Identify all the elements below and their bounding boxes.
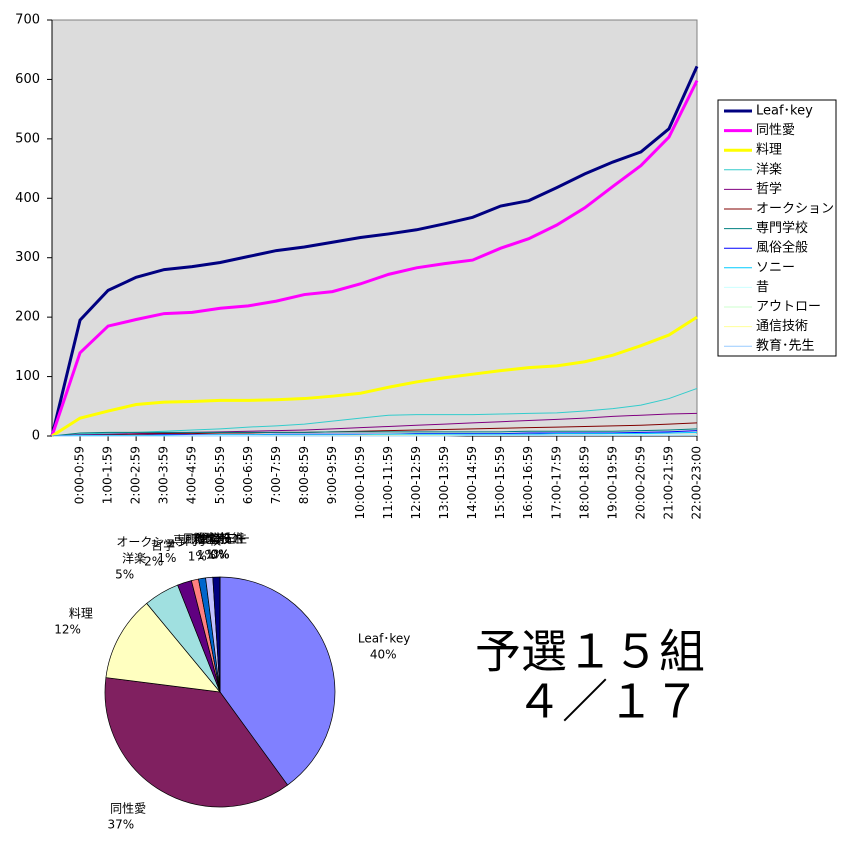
pie-label-value: 12% xyxy=(54,623,81,637)
pie-label-name: Leaf･key xyxy=(358,632,410,646)
x-tick-label: 20:00-20:59 xyxy=(633,446,647,520)
y-tick-label: 0 xyxy=(32,429,40,444)
x-tick-label: 3:00-3:59 xyxy=(157,446,171,504)
x-tick-label: 16:00-16:59 xyxy=(521,446,535,520)
pie-label-name: 料理 xyxy=(69,607,93,621)
x-tick-label: 6:00-6:59 xyxy=(241,446,255,504)
pie-label-name: オークション xyxy=(116,535,188,549)
x-tick-label: 0:00-0:59 xyxy=(73,446,87,504)
pie-slice xyxy=(219,576,336,786)
legend-label: ソニー xyxy=(756,260,795,275)
pie-label-name: 昔 xyxy=(214,532,226,546)
heading-line: 予選１５組 xyxy=(475,625,705,679)
x-tick-label: 15:00-15:59 xyxy=(493,446,507,520)
x-tick-label: 18:00-18:59 xyxy=(577,446,591,520)
legend-label: 同性愛 xyxy=(756,123,795,138)
x-tick-label: 11:00-11:59 xyxy=(381,446,395,520)
pie-label-value: 1% xyxy=(206,548,225,562)
y-tick-label: 400 xyxy=(15,191,40,206)
legend-label: 通信技術 xyxy=(756,319,808,334)
x-tick-label: 9:00-9:59 xyxy=(325,446,339,504)
x-tick-label: 13:00-13:59 xyxy=(437,446,451,520)
series-line xyxy=(51,387,698,437)
series-line xyxy=(51,428,698,437)
series-line xyxy=(50,79,699,437)
pie-label-name: 洋楽 xyxy=(122,551,146,566)
legend-label: 風俗全般 xyxy=(756,240,808,256)
x-tick-label: 4:00-4:59 xyxy=(185,446,199,504)
legend-label: 昔 xyxy=(756,280,769,295)
y-tick-label: 200 xyxy=(15,310,40,325)
x-tick-label: 10:00-10:59 xyxy=(353,446,367,520)
x-tick-label: 17:00-17:59 xyxy=(549,446,563,520)
pie-label-value: 0% xyxy=(210,548,229,562)
pie-label-value: 5% xyxy=(115,568,134,582)
legend-label: 洋楽 xyxy=(756,161,782,177)
series-line xyxy=(51,431,698,437)
legend-label: アウトロー xyxy=(756,300,821,315)
legend-label: Leaf･key xyxy=(756,104,813,119)
pie-label-value: 37% xyxy=(108,817,135,831)
plot-area xyxy=(51,19,698,437)
legend-label: 専門学校 xyxy=(756,220,808,236)
pie-label-name: 風俗全般 xyxy=(182,531,230,546)
pie-label-value: 1% xyxy=(157,551,176,565)
pie-label-name: 教育･先生 xyxy=(193,531,247,546)
x-tick-label: 7:00-7:59 xyxy=(269,446,283,504)
pie-label-value: 0% xyxy=(210,548,229,562)
x-tick-label: 19:00-19:59 xyxy=(605,446,619,520)
series-line xyxy=(51,422,698,437)
pie-label-name: 同性愛 xyxy=(110,801,146,815)
pie-label-value: 0% xyxy=(210,548,229,562)
y-tick-label: 500 xyxy=(15,131,40,146)
pie-slice xyxy=(105,602,221,693)
x-tick-label: 12:00-12:59 xyxy=(409,446,423,520)
pie-label-name: 専門学校 xyxy=(173,532,221,547)
series-line xyxy=(51,412,698,437)
legend-label: 料理 xyxy=(756,143,782,158)
x-tick-label: 1:00-1:59 xyxy=(101,446,115,504)
pie-label-name: アウトロー xyxy=(190,532,250,546)
pie-slice xyxy=(104,677,289,808)
pie-label-name: 通信技術 xyxy=(196,532,244,546)
series-line xyxy=(51,315,698,438)
pie-label-name: 哲学 xyxy=(151,538,175,553)
heading-line: ４／１７ xyxy=(516,675,700,729)
series-line xyxy=(50,65,699,437)
x-tick-label: 8:00-8:59 xyxy=(297,446,311,504)
x-tick-label: 22:00-23:00 xyxy=(690,446,704,520)
y-tick-label: 300 xyxy=(15,250,40,265)
legend-label: オークション xyxy=(756,202,834,217)
x-tick-label: 5:00-5:59 xyxy=(213,446,227,504)
pie-label-value: 1% xyxy=(188,549,207,563)
pie-label-value: 40% xyxy=(370,648,397,662)
pie-label-value: 0% xyxy=(210,548,229,562)
legend-box xyxy=(717,99,837,357)
y-tick-label: 100 xyxy=(15,369,40,384)
y-tick-label: 600 xyxy=(15,72,40,87)
series-line xyxy=(52,434,697,437)
y-tick-label: 700 xyxy=(15,13,40,28)
pie-label-value: 2% xyxy=(144,555,163,569)
x-tick-label: 2:00-2:59 xyxy=(129,446,143,504)
pie-label-value: 1% xyxy=(197,548,216,562)
legend-label: 教育･先生 xyxy=(756,338,815,354)
pie-label-name: ソニー xyxy=(197,532,233,546)
x-tick-label: 21:00-21:59 xyxy=(661,446,675,520)
x-tick-label: 14:00-14:59 xyxy=(465,446,479,520)
legend-label: 哲学 xyxy=(756,181,782,197)
